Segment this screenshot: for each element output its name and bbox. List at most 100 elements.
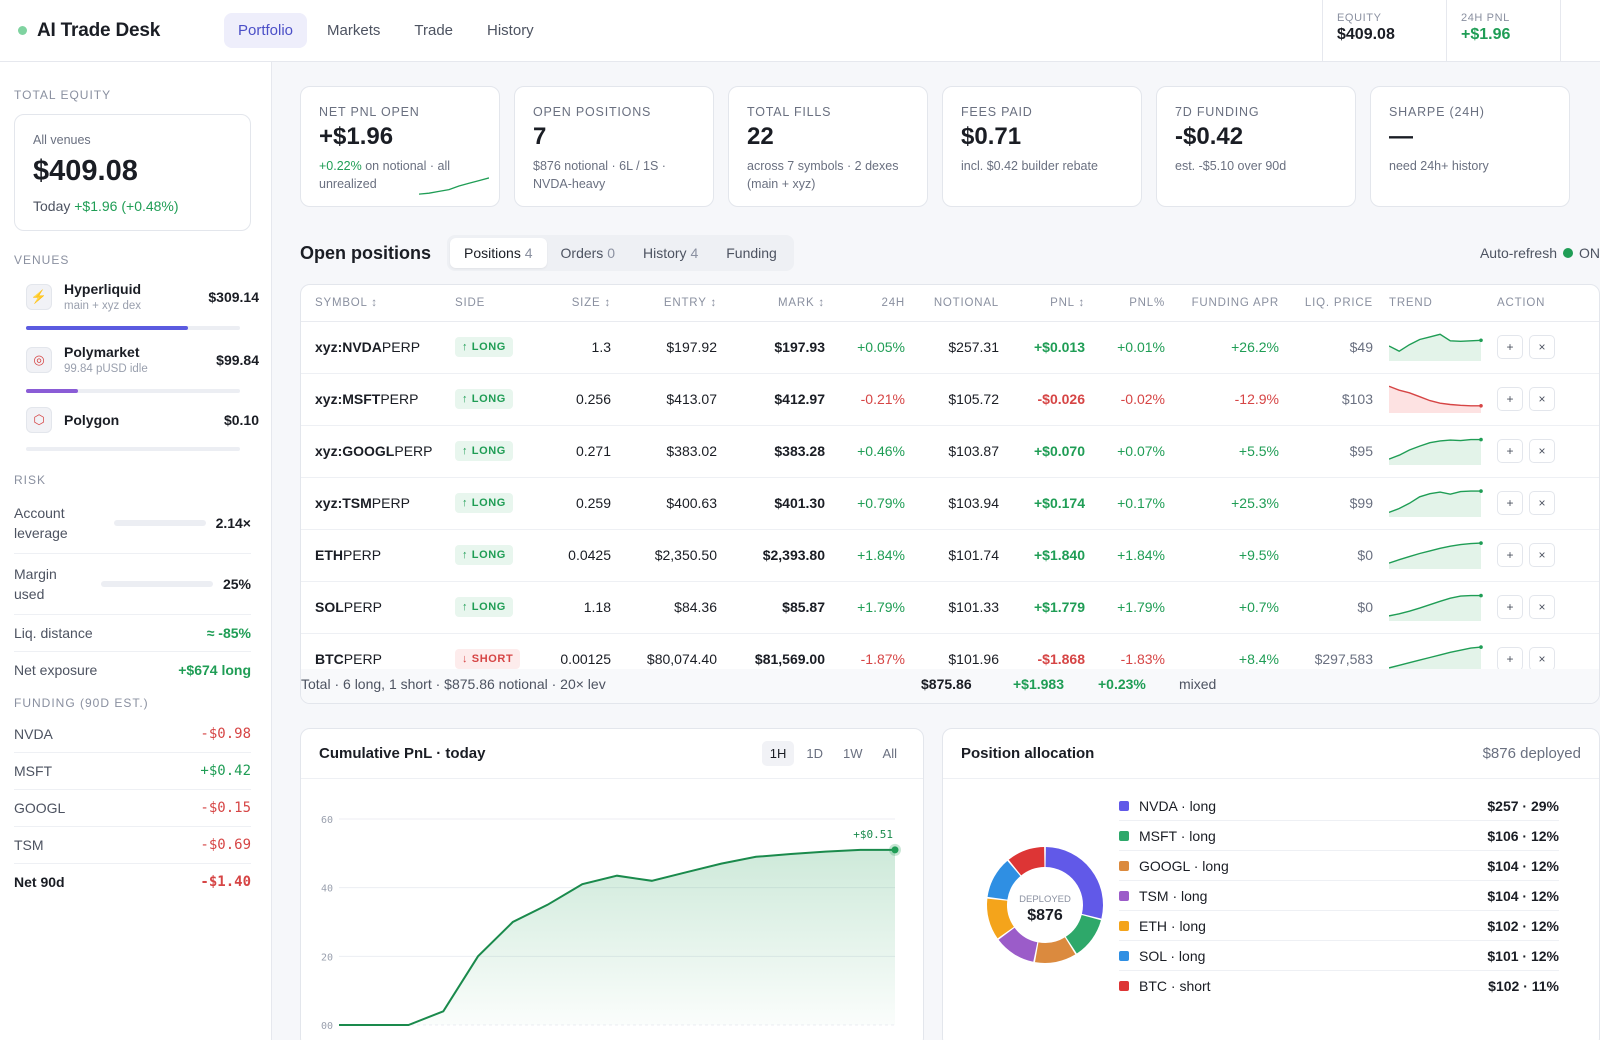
pnl-card-header: Cumulative PnL · today 1H 1D 1W All [301,729,923,779]
venue-item[interactable]: ◎ Polymarket 99.84 pUSD idle $99.84 [14,344,259,393]
column-header[interactable]: SIZE ↕ [537,285,619,322]
add-position-button[interactable]: + [1497,439,1523,463]
table-row[interactable]: xyz:NVDAPERP ↑ LONG 1.3 $197.92 $197.93 +0.05… [301,321,1599,374]
tab-count: 0 [607,245,615,261]
add-position-button[interactable]: + [1497,543,1523,567]
trend-cell [1381,529,1489,582]
legend-value: $104 · 12% [1487,887,1559,904]
symbol-suffix: PERP [380,391,419,407]
venue-item[interactable]: ⬡ Polygon $0.10 [14,407,259,451]
table-row[interactable]: xyz:MSFTPERP ↑ LONG 0.256 $413.07 $412.97 -0.… [301,373,1599,426]
range-tab[interactable]: All [882,746,897,761]
action-cell: + × [1489,581,1599,634]
risk-label: Margin used [14,566,57,602]
kpi-value: 7 [533,123,547,150]
column-header[interactable]: NOTIONAL [913,285,1007,322]
donut-slice[interactable] [1008,847,1045,876]
entry-cell: $383.02 [619,425,725,478]
pnl-end-dot [891,846,899,854]
add-position-button[interactable]: + [1497,491,1523,515]
legend-item[interactable]: MSFT · long $106 · 12% [1119,821,1559,851]
add-position-button[interactable]: + [1497,387,1523,411]
auto-refresh[interactable]: Auto-refresh ON [1480,245,1600,261]
symbol-base: NVDA [342,339,382,355]
column-header[interactable]: 24H [833,285,913,322]
column-header[interactable]: MARK ↕ [725,285,833,322]
trend-area [1389,439,1481,465]
column-header[interactable]: ACTION [1489,285,1599,322]
tab-orders[interactable]: Orders 0 [547,238,629,268]
legend-item[interactable]: NVDA · long $257 · 29% [1119,791,1559,821]
trend-cell [1381,373,1489,426]
donut-slice[interactable] [1034,937,1076,963]
kpi-value: -$0.42 [1175,123,1244,150]
trend-area [1389,646,1481,673]
nav-markets[interactable]: Markets [327,22,381,39]
legend-item[interactable]: SOL · long $101 · 12% [1119,941,1559,971]
range-tab[interactable]: 1H [761,741,795,766]
pnl-cell: +$1.779 [1007,581,1093,634]
add-position-button[interactable]: + [1497,647,1523,671]
legend-swatch [1119,800,1129,811]
column-header[interactable]: SYMBOL ↕ [301,285,447,322]
close-position-button[interactable]: × [1529,595,1555,619]
chg-cell: +1.84% [833,529,913,582]
tab-positions[interactable]: Positions 4 [450,238,547,268]
side-badge: ↑ LONG [455,597,513,617]
kpi-card: 7D FUNDING -$0.42 est. -$5.10 over 90d [1156,86,1356,207]
legend-item[interactable]: GOOGL · long $104 · 12% [1119,851,1559,881]
tab-funding[interactable]: Funding [712,238,791,268]
donut-slice[interactable] [1065,915,1101,954]
kpi-label: TOTAL FILLS [747,105,832,119]
donut-slice[interactable] [998,927,1038,962]
column-header[interactable]: ENTRY ↕ [619,285,725,322]
allocation-header: Position allocation $876 deployed [943,729,1599,779]
risk-row: Account leverage 2.14× [14,493,251,554]
column-header[interactable]: PNL ↕ [1007,285,1093,322]
range-tab[interactable]: 1W [843,746,863,761]
table-total-row: Total · 6 long, 1 short · $875.86 notion… [301,669,1599,703]
donut-slice[interactable] [1045,847,1103,919]
legend-item[interactable]: TSM · long $104 · 12% [1119,881,1559,911]
column-header[interactable]: PNL% [1093,285,1173,322]
nav-trade[interactable]: Trade [414,22,454,39]
nav-history[interactable]: History [487,22,534,39]
target-icon: ◎ [26,346,52,373]
legend-swatch [1119,981,1129,991]
column-header[interactable]: SIDE [447,285,537,322]
trend-end-dot [1479,540,1483,545]
pnl-end-label: +$0.51 [853,828,893,841]
table-row[interactable]: ETHPERP ↑ LONG 0.0425 $2,350.50 $2,393.80 +1.… [301,529,1599,582]
table-row[interactable]: SOLPERP ↑ LONG 1.18 $84.36 $85.87 +1.79% $101.… [301,581,1599,634]
venue-row: ◎ Polymarket 99.84 pUSD idle $99.84 [14,344,259,375]
column-header[interactable]: TREND [1381,285,1489,322]
add-position-button[interactable]: + [1497,335,1523,359]
side-badge: ↓ SHORT [455,649,521,669]
legend-value: $257 · 29% [1487,797,1559,814]
size-cell: 0.0425 [537,529,619,582]
table-row[interactable]: xyz:GOOGLPERP ↑ LONG 0.271 $383.02 $383.28 +0… [301,425,1599,478]
symbol-suffix: PERP [343,651,382,667]
close-position-button[interactable]: × [1529,387,1555,411]
column-header[interactable]: LIQ. PRICE [1287,285,1381,322]
venue-item[interactable]: ⚡ Hyperliquid main + xyz dex $309.14 [14,281,259,330]
close-position-button[interactable]: × [1529,439,1555,463]
legend-name: TSM · long [1139,887,1208,904]
column-header[interactable]: FUNDING APR [1173,285,1287,322]
side-label: LONG [471,601,506,613]
legend-item[interactable]: BTC · short $102 · 11% [1119,971,1559,1001]
close-position-button[interactable]: × [1529,335,1555,359]
nav-portfolio[interactable]: Portfolio [224,13,308,48]
legend-item[interactable]: ETH · long $102 · 12% [1119,911,1559,941]
add-position-button[interactable]: + [1497,595,1523,619]
donut-slice[interactable] [987,898,1014,939]
tab-history[interactable]: History 4 [629,238,712,268]
donut-slice[interactable] [987,860,1021,900]
range-tab[interactable]: 1D [806,746,824,761]
close-position-button[interactable]: × [1529,543,1555,567]
table-row[interactable]: xyz:TSMPERP ↑ LONG 0.259 $400.63 $401.30 +0.7… [301,477,1599,530]
app-title: AI Trade Desk [37,19,161,41]
close-position-button[interactable]: × [1529,647,1555,671]
kpi-value: +$1.96 [319,123,394,150]
close-position-button[interactable]: × [1529,491,1555,515]
